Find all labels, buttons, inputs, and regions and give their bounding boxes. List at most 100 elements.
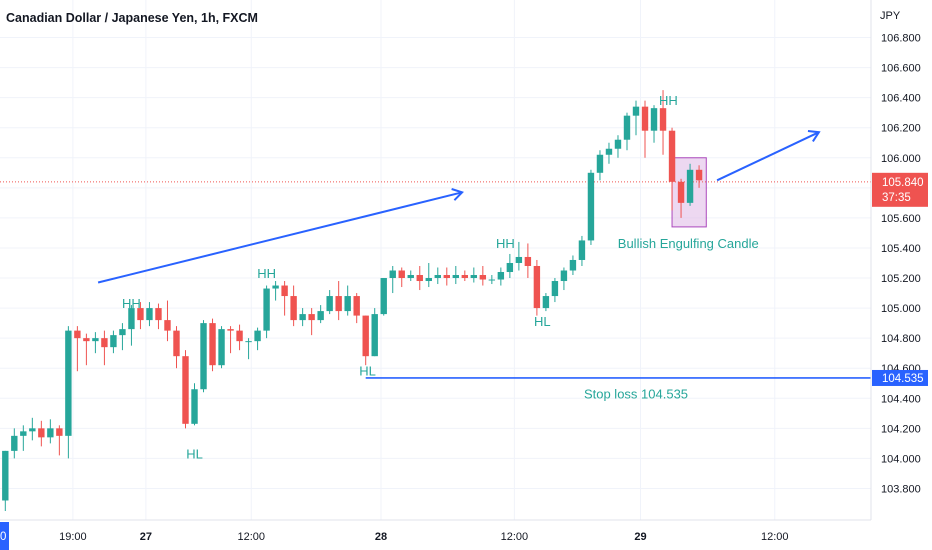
candle-body bbox=[641, 106, 649, 131]
candle bbox=[146, 302, 153, 327]
candle-body bbox=[200, 323, 207, 390]
stop-loss-tag-bg bbox=[872, 369, 928, 386]
annotation-label: HL bbox=[359, 364, 376, 379]
price-axis-bg bbox=[871, 0, 932, 550]
last-price-value: 105.840 bbox=[882, 177, 924, 189]
candle-body bbox=[65, 330, 72, 436]
candle-body bbox=[434, 275, 441, 279]
stop-loss-tag-value: 104.535 bbox=[882, 373, 924, 385]
candle-body bbox=[191, 389, 198, 424]
price-tick-label: 106.000 bbox=[881, 153, 921, 165]
candle bbox=[443, 267, 450, 286]
candle bbox=[254, 327, 261, 351]
candle bbox=[623, 112, 631, 151]
candle-body bbox=[164, 320, 171, 331]
candle-body bbox=[146, 308, 153, 321]
candle bbox=[497, 267, 505, 286]
candle-body bbox=[380, 278, 387, 315]
candle-body bbox=[128, 308, 135, 330]
candle bbox=[119, 323, 126, 351]
candle-body bbox=[506, 262, 514, 273]
candle-body bbox=[272, 285, 279, 289]
candle-body bbox=[20, 431, 27, 436]
candle-body bbox=[227, 329, 234, 331]
candle-body bbox=[155, 308, 162, 321]
candle-body bbox=[632, 106, 640, 116]
stop-loss-line-layer bbox=[0, 181, 871, 379]
candle bbox=[668, 127, 676, 211]
stop-loss-tag: 104.535 bbox=[872, 369, 928, 386]
time-tick-label: 12:00 bbox=[501, 531, 529, 543]
candle bbox=[173, 326, 180, 369]
candle bbox=[245, 338, 252, 360]
time-tick-label: 12:00 bbox=[238, 531, 266, 543]
candle bbox=[560, 267, 568, 291]
candle bbox=[569, 255, 577, 276]
candle bbox=[281, 281, 288, 316]
candle-body bbox=[407, 275, 414, 279]
candle-body bbox=[299, 314, 306, 321]
candle-body bbox=[2, 450, 9, 501]
candle-body bbox=[137, 308, 144, 321]
trend-arrow-head bbox=[807, 130, 821, 142]
candle bbox=[236, 324, 243, 351]
candle-body bbox=[317, 311, 324, 321]
candle-body bbox=[461, 275, 469, 279]
candle bbox=[650, 105, 658, 143]
candle bbox=[92, 332, 99, 354]
candle bbox=[389, 265, 396, 294]
grid bbox=[0, 0, 871, 520]
candle-body bbox=[416, 275, 423, 282]
candle-body bbox=[362, 315, 369, 357]
trend-arrow-line bbox=[716, 131, 820, 182]
candle-body bbox=[371, 314, 378, 357]
candle bbox=[317, 305, 324, 324]
candle-body bbox=[38, 428, 45, 438]
price-tick-label: 106.200 bbox=[881, 123, 921, 135]
time-axis-bg bbox=[0, 520, 932, 550]
candle bbox=[353, 293, 360, 324]
candle bbox=[515, 241, 523, 271]
candle bbox=[506, 253, 514, 279]
candle bbox=[56, 425, 63, 456]
price-tick-label: 104.000 bbox=[881, 453, 921, 465]
candle bbox=[677, 178, 685, 218]
candle-body bbox=[452, 275, 459, 279]
trend-arrow-line bbox=[97, 191, 463, 284]
candle-body bbox=[281, 285, 288, 297]
candle bbox=[29, 417, 36, 441]
annotation-label: Bullish Engulfing Candle bbox=[618, 236, 759, 251]
candle-body bbox=[668, 130, 676, 182]
candle-body bbox=[290, 296, 297, 321]
candle-body bbox=[110, 335, 117, 348]
candle-body bbox=[119, 329, 126, 336]
annotation-label: HH bbox=[122, 296, 141, 311]
candle-body bbox=[596, 154, 604, 173]
time-tick-label: 19:00 bbox=[59, 531, 87, 543]
candle-body bbox=[497, 272, 505, 280]
candle bbox=[209, 318, 216, 372]
price-axis: JPY 106.800 106.600 106.400 106.200 106.000 10… bbox=[870, 0, 932, 550]
candle-body bbox=[218, 329, 225, 366]
candle-body bbox=[398, 270, 405, 279]
candle-body bbox=[614, 139, 622, 149]
annotation-label: HH bbox=[496, 236, 515, 251]
price-tick-label: 106.600 bbox=[881, 63, 921, 75]
candle bbox=[686, 163, 694, 206]
candle-body bbox=[551, 281, 559, 297]
last-price-tag: 105.840 37:35 bbox=[872, 172, 928, 207]
candle bbox=[191, 383, 198, 426]
annotation-label: HH bbox=[659, 93, 678, 108]
candle bbox=[164, 300, 171, 342]
candle-body bbox=[542, 296, 550, 309]
candle bbox=[461, 270, 469, 282]
candle bbox=[20, 425, 27, 451]
candle-body bbox=[353, 296, 360, 316]
candle-body bbox=[470, 275, 478, 279]
candle-body bbox=[479, 275, 487, 280]
candle bbox=[2, 450, 9, 511]
candle bbox=[83, 333, 90, 366]
annotation-label: HH bbox=[257, 266, 276, 281]
candle bbox=[227, 326, 234, 354]
